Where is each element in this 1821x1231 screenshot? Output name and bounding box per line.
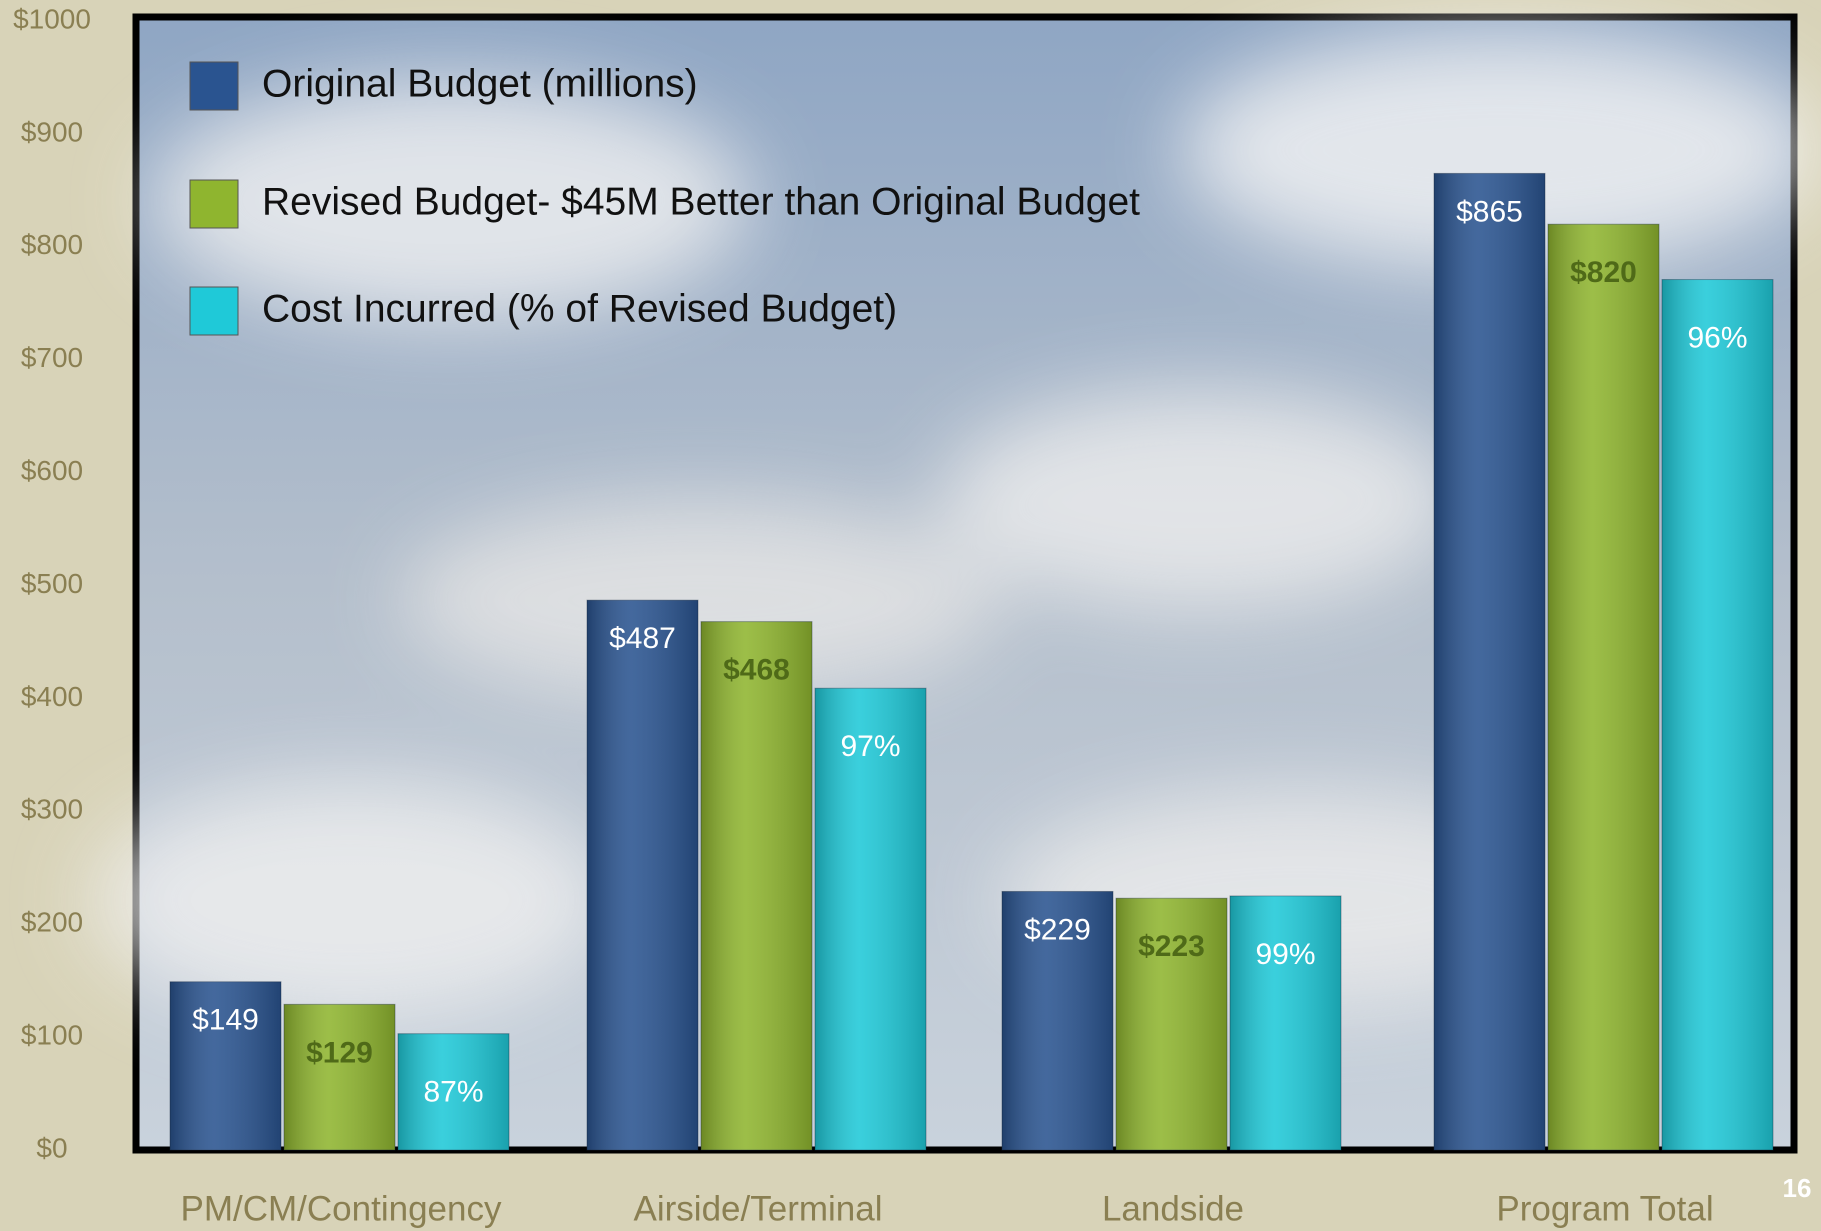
data-label: $820 — [1570, 256, 1637, 289]
x-tick-label: Landside — [1102, 1189, 1244, 1228]
data-label: $223 — [1138, 930, 1205, 963]
data-label: $129 — [306, 1036, 373, 1069]
y-tick-label: $600 — [21, 455, 83, 486]
page: 16 $0 $100 $200 $300 $400 $500 $600 $700 $800 $90… — [0, 0, 1821, 1231]
legend-swatch — [190, 287, 238, 335]
legend-label: Original Budget (millions) — [262, 62, 698, 105]
legend-swatch — [190, 62, 238, 110]
y-tick-label: $500 — [21, 568, 83, 599]
bar-shine — [1548, 224, 1659, 1150]
y-tick-label: $200 — [21, 907, 83, 938]
data-label: 96% — [1687, 321, 1747, 354]
data-label: $149 — [192, 1004, 259, 1037]
bar-shine — [1230, 896, 1341, 1150]
y-tick-label: $100 — [21, 1019, 83, 1050]
page-number: 16 — [1783, 1173, 1812, 1203]
x-tick-label: PM/CM/Contingency — [181, 1189, 502, 1228]
bar-shine — [1662, 280, 1773, 1150]
legend-label: Revised Budget- $45M Better than Origina… — [262, 180, 1140, 223]
y-tick-label: $400 — [21, 681, 83, 712]
y-tick-label: $700 — [21, 342, 83, 373]
legend-swatch — [190, 180, 238, 228]
data-label: $865 — [1456, 195, 1523, 228]
bar-shine — [587, 600, 698, 1150]
y-tick-label: $0 — [36, 1132, 67, 1163]
y-tick-label: $1000 — [13, 3, 91, 34]
y-tick-label: $800 — [21, 229, 83, 260]
x-tick-label: Program Total — [1496, 1189, 1713, 1228]
y-tick-label: $900 — [21, 116, 83, 147]
data-label: 87% — [423, 1076, 483, 1109]
chart: 16 $0 $100 $200 $300 $400 $500 $600 $700 $800 $90… — [0, 0, 1821, 1231]
data-label: 97% — [840, 730, 900, 763]
data-label: $468 — [723, 654, 790, 687]
bar-shine — [284, 1004, 395, 1150]
bar-shine — [1434, 173, 1545, 1150]
data-label: $229 — [1024, 913, 1091, 946]
legend-label: Cost Incurred (% of Revised Budget) — [262, 287, 897, 330]
data-label: 99% — [1255, 938, 1315, 971]
bar-shine — [701, 622, 812, 1150]
data-label: $487 — [609, 622, 676, 655]
y-tick-label: $300 — [21, 794, 83, 825]
x-tick-label: Airside/Terminal — [634, 1189, 883, 1228]
